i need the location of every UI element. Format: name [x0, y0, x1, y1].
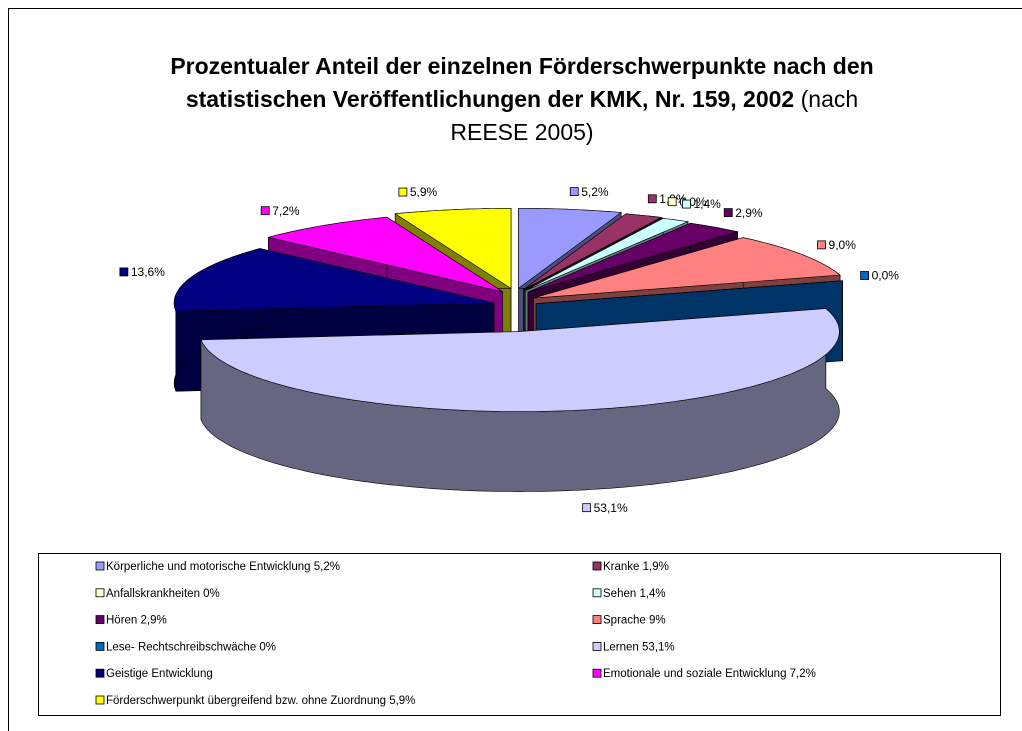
data-label: 2,9% — [735, 206, 763, 220]
data-label: 53,1% — [594, 501, 628, 515]
slice — [524, 217, 663, 291]
legend-label: Körperliche und motorische Entwicklung 5… — [106, 561, 340, 573]
data-label: 13,6% — [131, 265, 165, 279]
legend-marker — [95, 615, 105, 624]
legend-box — [38, 553, 1001, 716]
slice — [527, 222, 738, 293]
legend-marker — [592, 615, 602, 624]
legend-marker — [95, 561, 105, 571]
data-label: 1,4% — [693, 197, 721, 211]
slice — [533, 237, 841, 299]
slice — [394, 208, 512, 289]
data-label-marker — [398, 187, 408, 197]
data-label-marker — [647, 194, 657, 204]
data-label-marker — [817, 240, 826, 250]
slice — [268, 216, 503, 293]
slice — [525, 218, 690, 291]
legend-label: Geistige Entwicklung — [106, 668, 213, 680]
chart-title-block: Prozentualer Anteil der einzelnen Förder… — [167, 50, 877, 149]
legend-marker — [95, 642, 105, 651]
data-label-marker — [569, 187, 579, 196]
data-label: 5,9% — [410, 185, 438, 199]
data-label-marker — [723, 208, 733, 218]
legend-marker — [95, 695, 105, 705]
data-label: 5,2% — [581, 185, 609, 199]
data-label-marker — [119, 267, 129, 277]
legend-label: Anfallskrankheiten 0% — [106, 588, 220, 600]
chart-title: Prozentualer Anteil der einzelnen Förder… — [170, 53, 874, 112]
legend-label: Lernen 53,1% — [603, 641, 675, 653]
legend-label: Förderschwerpunkt übergreifend bzw. ohne… — [106, 695, 415, 707]
data-label-marker — [860, 271, 869, 280]
legend-label: Sprache 9% — [603, 615, 666, 627]
data-label-marker — [667, 197, 677, 207]
data-label: 7,2% — [272, 204, 300, 218]
chart-subtitle: (nach REESE 2005) — [450, 86, 859, 145]
pie — [173, 208, 843, 492]
slice — [523, 213, 663, 290]
legend-label: Lese- Rechtschreibschwäche 0% — [106, 641, 276, 653]
legend-marker — [592, 668, 602, 678]
slice — [518, 208, 622, 289]
legend-label: Sehen 1,4% — [603, 588, 666, 600]
slice — [200, 308, 840, 412]
data-label: 0,0% — [872, 269, 900, 283]
legend-label: Emotionale und soziale Entwicklung 7,2% — [603, 668, 816, 680]
slice — [536, 280, 843, 304]
legend-marker — [95, 668, 105, 678]
legend-marker — [592, 561, 602, 571]
legend-label: Hören 2,9% — [106, 615, 167, 627]
data-label-marker — [582, 503, 592, 513]
data-label-marker — [682, 199, 691, 209]
legend-marker — [592, 642, 602, 651]
data-label-marker — [260, 206, 270, 216]
slice — [173, 248, 495, 312]
data-label: 9,0% — [829, 238, 857, 252]
legend-marker — [95, 588, 105, 598]
legend-marker — [592, 588, 602, 598]
legend-label: Kranke 1,9% — [603, 561, 669, 573]
